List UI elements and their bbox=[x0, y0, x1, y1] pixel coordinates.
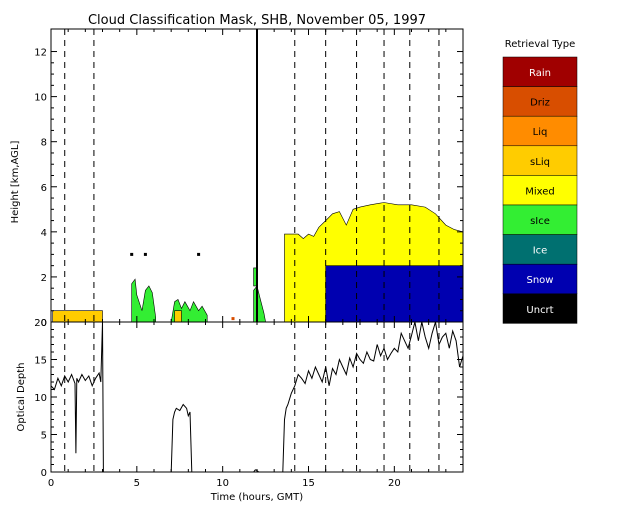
top-ytick-label-3: 6 bbox=[41, 183, 47, 194]
legend-label-liq: Liq bbox=[533, 127, 548, 138]
top-y-axis-label: Height [km,AGL] bbox=[10, 141, 21, 224]
region-snow-7 bbox=[325, 265, 464, 323]
legend-swatch-snow bbox=[502, 263, 578, 295]
legend-label-ice: Ice bbox=[533, 246, 548, 257]
legend-swatch-uncrt bbox=[502, 293, 578, 324]
top-ytick-label-6: 12 bbox=[34, 48, 47, 59]
legend-swatch-sice bbox=[502, 204, 578, 235]
point-uncrt-1 bbox=[143, 252, 147, 256]
bottom-ytick-label-4: 20 bbox=[34, 318, 47, 329]
bottom-ytick-label-1: 5 bbox=[41, 431, 47, 442]
legend: Retrieval Type Rain Driz Liq sLiq Mixed sIce I… bbox=[502, 39, 578, 324]
bottom-plot-frame bbox=[50, 321, 464, 473]
classification-points bbox=[130, 252, 235, 321]
legend-label-driz: Driz bbox=[530, 98, 550, 109]
optical-depth-line bbox=[50, 321, 464, 473]
point-driz-3 bbox=[231, 317, 235, 321]
legend-swatch-mixed bbox=[502, 175, 578, 206]
bottom-x-axis-label: Time (hours, GMT) bbox=[210, 492, 304, 503]
bottom-ytick-label-0: 0 bbox=[41, 468, 47, 479]
bottom-dashed-lines bbox=[64, 322, 440, 472]
region-sice-4 bbox=[253, 285, 266, 323]
chart-title: Cloud Classification Mask, SHB, November… bbox=[88, 13, 426, 28]
top-ytick-label-5: 10 bbox=[34, 93, 47, 104]
legend-label-rain: Rain bbox=[529, 68, 551, 79]
point-uncrt-0 bbox=[130, 252, 134, 256]
top-ytick-label-0: 0 bbox=[41, 318, 47, 329]
legend-label-sice: sIce bbox=[530, 216, 550, 227]
bottom-y-axis: 0 5 10 15 20 bbox=[34, 318, 463, 479]
region-sliq-3 bbox=[174, 310, 182, 323]
legend-swatch-liq bbox=[502, 115, 578, 147]
top-ytick-label-1: 2 bbox=[41, 273, 47, 284]
bottom-xtick-label-15: 15 bbox=[302, 478, 315, 489]
legend-entries: Rain Driz Liq sLiq Mixed sIce Ice Snow Uncrt bbox=[502, 56, 578, 324]
legend-label-uncrt: Uncrt bbox=[526, 305, 553, 316]
bottom-x-axis: 0 5 10 15 20 bbox=[48, 322, 464, 489]
region-sliq-0 bbox=[52, 310, 103, 323]
top-ytick-label-2: 4 bbox=[41, 228, 47, 239]
bottom-ytick-label-2: 10 bbox=[34, 393, 47, 404]
top-y-axis: 0 2 4 6 8 10 12 bbox=[34, 48, 463, 329]
bottom-ytick-label-3: 15 bbox=[34, 356, 47, 367]
bottom-panel: 0 5 10 15 20 0 5 10 15 20 Optical Depth Time (ho… bbox=[16, 318, 464, 503]
top-panel: 0 2 4 6 8 10 12 Height [km,AGL] bbox=[10, 28, 464, 329]
legend-label-sliq: sLiq bbox=[530, 157, 550, 168]
legend-label-snow: Snow bbox=[527, 275, 554, 286]
legend-swatch-rain bbox=[502, 56, 578, 87]
legend-swatch-driz bbox=[502, 86, 578, 117]
bottom-y-axis-label: Optical Depth bbox=[16, 363, 27, 432]
bottom-xtick-label-5: 5 bbox=[134, 478, 140, 489]
classification-regions bbox=[52, 202, 464, 323]
legend-title: Retrieval Type bbox=[505, 39, 576, 50]
bottom-xtick-label-20: 20 bbox=[388, 478, 401, 489]
top-dashed-lines bbox=[64, 29, 440, 322]
bottom-xtick-label-10: 10 bbox=[216, 478, 229, 489]
legend-swatch-sliq bbox=[502, 145, 578, 176]
point-uncrt-2 bbox=[197, 252, 201, 256]
legend-label-mixed: Mixed bbox=[525, 186, 555, 197]
top-ytick-label-4: 8 bbox=[41, 138, 47, 149]
region-sice-1 bbox=[131, 278, 156, 323]
bottom-xtick-label-0: 0 bbox=[48, 478, 54, 489]
legend-swatch-ice bbox=[502, 234, 578, 265]
top-x-ticks bbox=[50, 29, 464, 322]
